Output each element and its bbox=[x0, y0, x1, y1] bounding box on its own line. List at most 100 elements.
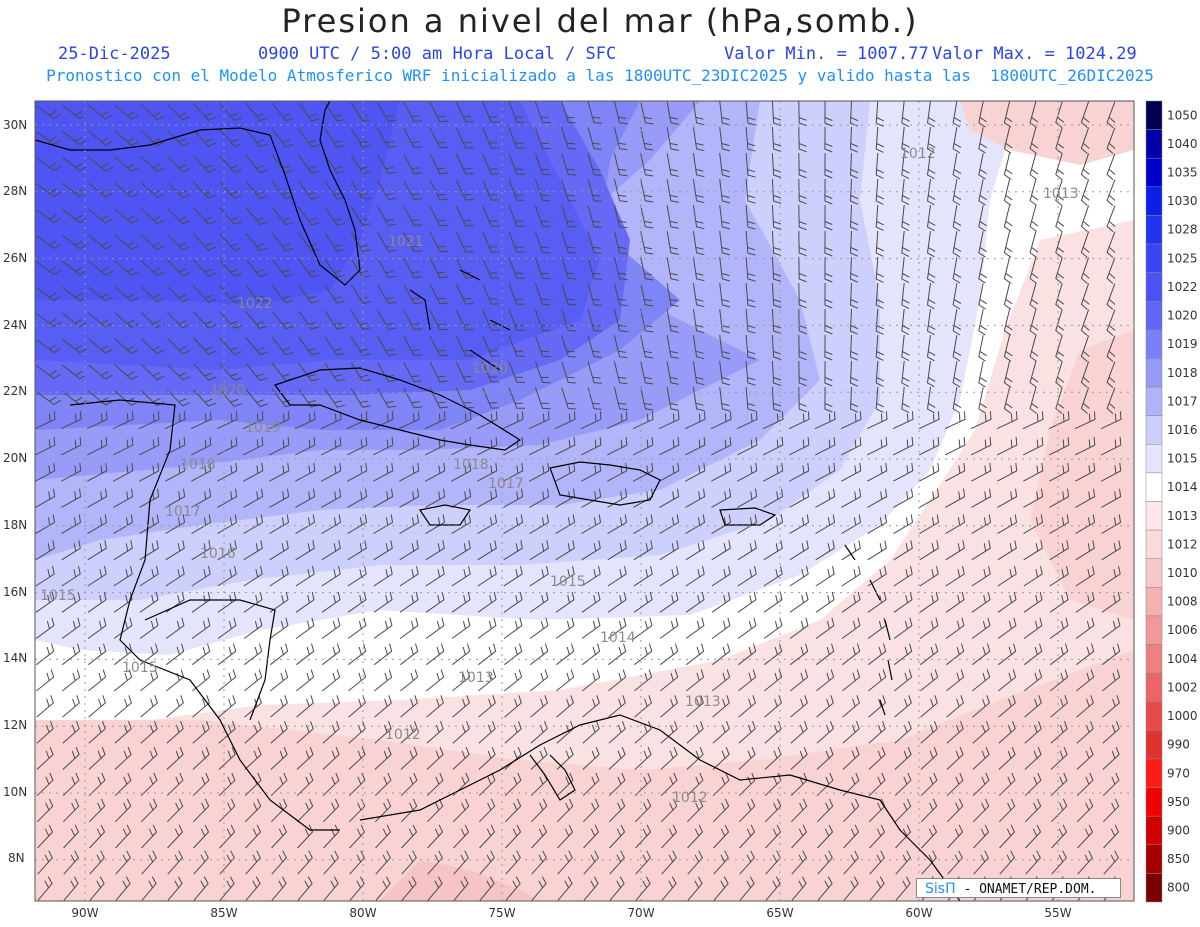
wind-barb bbox=[534, 387, 551, 410]
wind-barb bbox=[1003, 283, 1013, 310]
wind-barb bbox=[841, 514, 862, 535]
wind-barb bbox=[399, 488, 420, 508]
wind-barb bbox=[349, 876, 365, 901]
wind-barb bbox=[1003, 231, 1013, 258]
wind-barb bbox=[400, 669, 419, 692]
wind-barb bbox=[271, 128, 294, 148]
wind-barb bbox=[529, 514, 550, 535]
colorbar-swatch bbox=[1145, 415, 1163, 445]
wind-barb bbox=[737, 488, 758, 508]
wind-barb bbox=[451, 617, 471, 639]
wind-barb bbox=[350, 154, 371, 174]
wind-barb bbox=[849, 360, 859, 387]
wind-barb bbox=[824, 126, 833, 153]
wind-barb bbox=[824, 230, 833, 257]
wind-barb bbox=[245, 285, 268, 304]
wind-barb bbox=[798, 178, 807, 205]
wind-barb bbox=[919, 617, 939, 639]
wind-barb bbox=[815, 591, 835, 613]
wind-barb bbox=[297, 850, 313, 875]
wind-barb bbox=[140, 286, 165, 303]
wind-barb bbox=[1076, 695, 1094, 718]
wind-barb bbox=[719, 283, 731, 308]
wind-barb bbox=[399, 565, 419, 587]
wind-barb bbox=[1102, 772, 1120, 797]
wind-barb bbox=[399, 540, 419, 561]
wind-barb bbox=[1023, 462, 1044, 482]
wind-barb bbox=[971, 565, 991, 587]
wind-barb bbox=[946, 772, 964, 797]
wind-barb bbox=[640, 101, 654, 125]
wind-barb bbox=[479, 850, 495, 875]
wind-barb bbox=[166, 155, 191, 173]
coastlines bbox=[35, 101, 961, 901]
wind-barb bbox=[893, 617, 913, 639]
wind-barb bbox=[347, 617, 367, 639]
colorbar-label: 1028 bbox=[1167, 223, 1198, 237]
wind-barb bbox=[893, 488, 914, 508]
wind-barb bbox=[1101, 514, 1122, 535]
wind-barb bbox=[243, 462, 264, 482]
wind-barb bbox=[789, 462, 810, 482]
wind-barb bbox=[87, 565, 107, 587]
wind-barb bbox=[633, 514, 654, 535]
wind-barb bbox=[219, 207, 242, 225]
wind-barb bbox=[978, 205, 987, 232]
wind-barb bbox=[613, 309, 628, 333]
wind-barb bbox=[424, 411, 446, 430]
wind-barb bbox=[581, 514, 602, 535]
wind-barb bbox=[868, 772, 886, 797]
wind-barb bbox=[633, 617, 653, 639]
wind-barb bbox=[193, 337, 217, 355]
wind-barb bbox=[920, 721, 938, 744]
wind-barb bbox=[659, 591, 679, 613]
wind-barb bbox=[926, 179, 936, 206]
wind-barb bbox=[788, 411, 810, 430]
wind-barb bbox=[841, 591, 861, 613]
wind-barb bbox=[997, 617, 1017, 639]
wind-barb bbox=[633, 540, 653, 561]
wind-barb bbox=[502, 411, 524, 430]
wind-barb bbox=[607, 565, 627, 587]
wind-barb bbox=[613, 153, 628, 177]
coast-maracaibo bbox=[529, 754, 576, 801]
wind-barb bbox=[139, 565, 159, 587]
wind-barb bbox=[685, 565, 705, 587]
wind-barb bbox=[745, 204, 756, 230]
wind-barb bbox=[245, 363, 268, 382]
wind-barb bbox=[1075, 565, 1095, 587]
wind-barb bbox=[429, 101, 448, 123]
wind-barb bbox=[711, 462, 732, 482]
forecast-time: 0900 UTC / 5:00 am Hora Local / SFC bbox=[258, 44, 617, 64]
wind-barb bbox=[113, 565, 133, 587]
wind-barb bbox=[372, 411, 394, 430]
wind-barb bbox=[945, 617, 965, 639]
wind-barb bbox=[719, 101, 731, 126]
wind-barb bbox=[789, 643, 809, 666]
wind-barb bbox=[1055, 153, 1065, 180]
wind-barb bbox=[1076, 669, 1095, 692]
wind-barb bbox=[35, 261, 61, 276]
wind-barb bbox=[1055, 335, 1065, 362]
wind-barb bbox=[321, 462, 342, 482]
wind-barb bbox=[719, 387, 731, 412]
wind-barb bbox=[245, 103, 268, 122]
contour-label: 1015 bbox=[40, 588, 76, 604]
wind-barb bbox=[478, 772, 496, 797]
wind-barb bbox=[115, 824, 132, 849]
wind-barb bbox=[61, 643, 81, 666]
wind-barb bbox=[868, 669, 887, 692]
wind-barb bbox=[684, 411, 706, 430]
wind-barb bbox=[997, 462, 1018, 482]
wind-barb bbox=[86, 411, 108, 430]
colorbar-label: 1004 bbox=[1167, 652, 1198, 666]
wind-barb bbox=[61, 338, 87, 354]
wind-barb bbox=[425, 617, 445, 639]
wind-barb bbox=[867, 540, 887, 561]
wind-barb bbox=[608, 721, 626, 744]
wind-barb bbox=[789, 540, 809, 561]
wind-barb bbox=[1029, 205, 1039, 232]
wind-barb bbox=[429, 257, 448, 279]
wind-barb bbox=[788, 437, 810, 456]
wind-barb bbox=[347, 565, 367, 587]
